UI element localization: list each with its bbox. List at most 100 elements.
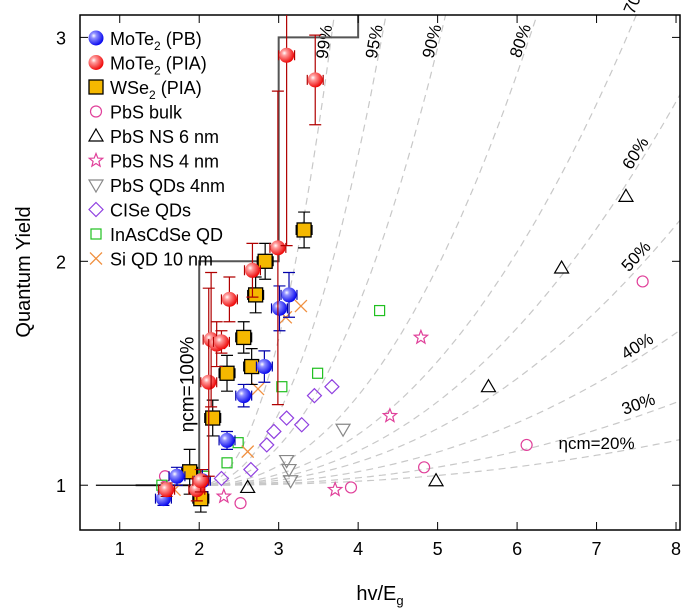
data-point <box>271 300 287 316</box>
data-point <box>324 378 340 395</box>
series-1 <box>158 15 324 502</box>
data-point <box>219 365 235 381</box>
x-axis-label-sub: g <box>396 593 403 608</box>
legend-entry: WSe2 (PIA) <box>110 78 202 102</box>
legend-suffix: (PIA) <box>156 78 202 98</box>
data-point <box>296 222 312 238</box>
efficiency-label: ηcm=20% <box>559 434 635 453</box>
staircase-label: ηcm=100% <box>178 337 199 433</box>
data-point <box>427 472 445 487</box>
data-point <box>89 105 103 118</box>
efficiency-curve <box>199 15 335 486</box>
data-point <box>480 378 497 393</box>
efficiency-curve <box>199 219 680 486</box>
plot-frame <box>79 14 681 531</box>
legend-sub: 2 <box>154 64 161 78</box>
efficiency-label: 90% <box>419 22 446 60</box>
data-point <box>293 416 310 433</box>
y-axis-label: Quantum Yield <box>13 206 35 337</box>
data-point <box>87 127 105 142</box>
legend-entry: MoTe2 (PIA) <box>110 54 207 78</box>
efficiency-curve <box>199 15 447 486</box>
efficiency-label: 60% <box>619 134 653 173</box>
data-point <box>335 423 352 438</box>
data-point <box>193 473 209 489</box>
data-point <box>278 454 295 469</box>
legend-suffix: (PB) <box>161 29 202 49</box>
data-point <box>294 299 308 313</box>
data-point <box>88 55 104 70</box>
legend-suffix: (PIA) <box>161 54 207 74</box>
data-point <box>219 432 235 448</box>
data-point <box>88 201 104 218</box>
x-tick-label: 5 <box>433 539 443 559</box>
data-point <box>221 457 233 469</box>
y-tick-label: 3 <box>56 28 66 48</box>
data-point <box>247 287 264 303</box>
data-point <box>279 47 295 63</box>
data-point <box>88 79 104 95</box>
x-axis-label: hv/Eg <box>356 583 403 608</box>
data-point <box>256 359 272 375</box>
data-point <box>307 72 323 88</box>
data-point <box>89 252 103 265</box>
legend-sub: 2 <box>154 39 161 53</box>
efficiency-curves <box>199 15 680 486</box>
data-point <box>234 497 247 510</box>
data-point <box>636 275 649 288</box>
efficiency-curve <box>199 438 680 486</box>
series-2 <box>181 211 313 513</box>
data-point <box>201 374 217 390</box>
series-7 <box>213 378 340 487</box>
data-point <box>381 407 399 423</box>
efficiency-curve <box>199 15 637 486</box>
legend-entry: PbS NS 4 nm <box>110 152 219 172</box>
data-point <box>88 30 104 46</box>
data-point <box>326 481 344 497</box>
data-point <box>87 151 105 168</box>
data-point <box>213 334 229 350</box>
data-point <box>236 329 252 346</box>
data-point <box>418 461 431 474</box>
data-point <box>281 287 297 303</box>
data-point <box>276 381 288 393</box>
data-point <box>553 259 570 274</box>
series-4 <box>239 188 635 494</box>
data-point <box>244 262 260 278</box>
efficiency-curve <box>199 15 538 486</box>
data-point <box>243 461 259 478</box>
data-point <box>258 437 275 453</box>
data-point <box>205 410 221 426</box>
data-point <box>215 487 233 504</box>
data-point <box>221 291 237 307</box>
legend: MoTe2 (PB)MoTe2 (PIA)WSe2 (PIA)PbS bulk P… <box>87 29 225 270</box>
y-tick-label: 1 <box>56 476 66 496</box>
data-point <box>306 387 323 404</box>
x-tick-label: 8 <box>671 539 681 559</box>
x-tick-label: 6 <box>512 539 522 559</box>
data-point <box>280 463 298 478</box>
data-point <box>520 438 533 452</box>
legend-entry: PbS QDs 4nm <box>110 176 225 196</box>
data-point <box>312 367 324 379</box>
x-tick-label: 7 <box>592 539 602 559</box>
data-point <box>87 179 105 194</box>
data-point <box>213 470 230 487</box>
data-point <box>282 475 299 489</box>
series-0 <box>154 271 298 507</box>
x-tick-label: 1 <box>115 539 125 559</box>
efficiency-label: 95% <box>362 23 387 60</box>
data-point <box>270 240 286 256</box>
data-point <box>266 423 282 440</box>
data-point <box>241 445 255 459</box>
efficiency-label: 30% <box>619 390 657 419</box>
legend-entry: MoTe2 (PB) <box>110 29 202 53</box>
efficiency-label: 80% <box>506 22 535 60</box>
data-point <box>169 468 185 484</box>
data-point <box>374 304 386 317</box>
y-tick-label: 2 <box>56 252 66 272</box>
data-point <box>239 479 256 494</box>
data-point <box>90 228 102 240</box>
